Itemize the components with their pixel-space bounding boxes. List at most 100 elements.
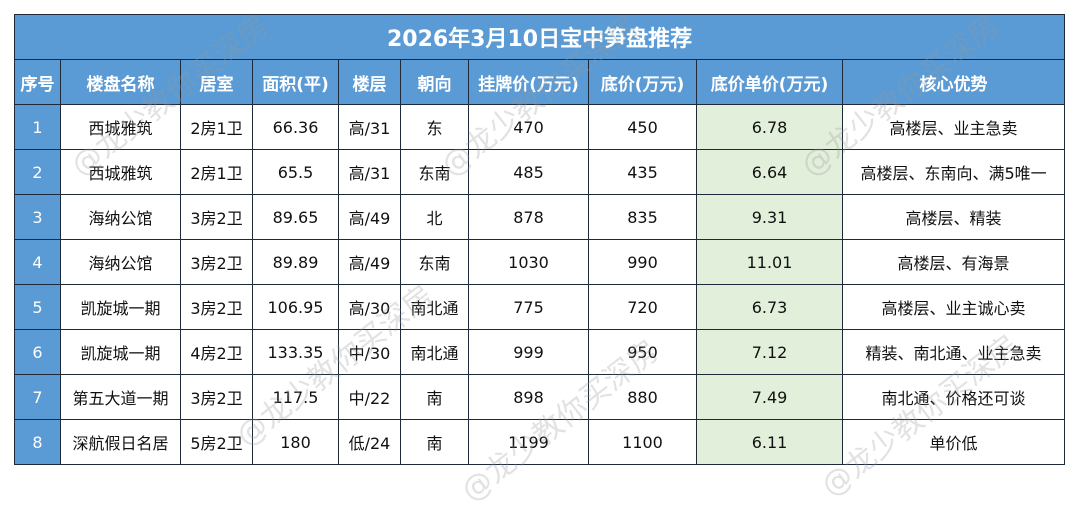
cell-unit-price: 7.49 [696, 374, 843, 420]
cell-no: 3 [14, 194, 61, 240]
cell-floor: 低/24 [338, 419, 401, 465]
cell-unit-price: 6.78 [696, 104, 843, 150]
cell-floor-price: 950 [588, 329, 697, 375]
cell-floor-price: 990 [588, 239, 697, 285]
cell-facing: 南 [400, 374, 469, 420]
table-title: 2026年3月10日宝中笋盘推荐 [13, 14, 1066, 60]
cell-list-price: 470 [468, 104, 589, 150]
cell-unit-price: 9.31 [696, 194, 843, 240]
table-row: 5 凯旋城一期 3房2卫 106.95 高/30 南北通 775 720 6.7… [14, 284, 1066, 330]
col-header-facing: 朝向 [400, 59, 469, 105]
cell-facing: 南北通 [400, 284, 469, 330]
cell-list-price: 1030 [468, 239, 589, 285]
cell-area: 117.5 [252, 374, 339, 420]
cell-advantage: 高楼层、业主诚心卖 [841, 284, 1066, 330]
cell-name: 第五大道一期 [60, 374, 181, 420]
header-row: 序号 楼盘名称 居室 面积(平) 楼层 朝向 挂牌价(万元) 底价(万元) 底价… [14, 59, 1066, 105]
table-row: 4 海纳公馆 3房2卫 89.89 高/49 东南 1030 990 11.01… [14, 239, 1066, 285]
cell-floor-price: 880 [588, 374, 697, 420]
cell-list-price: 1199 [468, 419, 589, 465]
cell-name: 海纳公馆 [60, 194, 181, 240]
cell-no: 2 [14, 149, 61, 195]
cell-rooms: 2房1卫 [180, 149, 253, 195]
cell-list-price: 999 [468, 329, 589, 375]
cell-floor-price: 435 [588, 149, 697, 195]
cell-advantage: 南北通、价格还可谈 [841, 374, 1066, 420]
table-row: 7 第五大道一期 3房2卫 117.5 中/22 南 898 880 7.49 … [14, 374, 1066, 420]
col-header-list-price: 挂牌价(万元) [468, 59, 589, 105]
col-header-advantage: 核心优势 [841, 59, 1066, 105]
cell-unit-price: 6.73 [696, 284, 843, 330]
cell-area: 65.5 [252, 149, 339, 195]
cell-advantage: 精装、南北通、业主急卖 [841, 329, 1066, 375]
cell-no: 6 [14, 329, 61, 375]
cell-list-price: 485 [468, 149, 589, 195]
cell-no: 7 [14, 374, 61, 420]
cell-facing: 北 [400, 194, 469, 240]
cell-name: 西城雅筑 [60, 149, 181, 195]
table-row: 3 海纳公馆 3房2卫 89.65 高/49 北 878 835 9.31 高楼… [14, 194, 1066, 240]
cell-name: 深航假日名居 [60, 419, 181, 465]
cell-floor: 高/49 [338, 194, 401, 240]
cell-floor: 中/30 [338, 329, 401, 375]
cell-floor: 高/30 [338, 284, 401, 330]
table-row: 8 深航假日名居 5房2卫 180 低/24 南 1199 1100 6.11 … [14, 419, 1066, 465]
cell-list-price: 775 [468, 284, 589, 330]
cell-unit-price: 11.01 [696, 239, 843, 285]
cell-rooms: 3房2卫 [180, 239, 253, 285]
cell-rooms: 3房2卫 [180, 194, 253, 240]
cell-floor-price: 1100 [588, 419, 697, 465]
cell-facing: 东南 [400, 239, 469, 285]
cell-floor: 中/22 [338, 374, 401, 420]
title-row: 2026年3月10日宝中笋盘推荐 [13, 14, 1066, 60]
cell-rooms: 4房2卫 [180, 329, 253, 375]
col-header-floor: 楼层 [338, 59, 401, 105]
listing-table: 2026年3月10日宝中笋盘推荐 序号 楼盘名称 居室 面积(平) 楼层 朝向 … [13, 14, 1066, 465]
cell-floor-price: 835 [588, 194, 697, 240]
cell-area: 106.95 [252, 284, 339, 330]
cell-unit-price: 6.64 [696, 149, 843, 195]
cell-rooms: 5房2卫 [180, 419, 253, 465]
cell-unit-price: 7.12 [696, 329, 843, 375]
listing-sheet: 2026年3月10日宝中笋盘推荐 序号 楼盘名称 居室 面积(平) 楼层 朝向 … [13, 14, 1066, 465]
cell-facing: 东 [400, 104, 469, 150]
col-header-floor-price: 底价(万元) [588, 59, 697, 105]
col-header-rooms: 居室 [180, 59, 253, 105]
cell-floor: 高/31 [338, 149, 401, 195]
cell-rooms: 3房2卫 [180, 284, 253, 330]
table-row: 6 凯旋城一期 4房2卫 133.35 中/30 南北通 999 950 7.1… [14, 329, 1066, 375]
cell-facing: 南 [400, 419, 469, 465]
cell-advantage: 高楼层、精装 [841, 194, 1066, 240]
cell-rooms: 2房1卫 [180, 104, 253, 150]
cell-floor-price: 720 [588, 284, 697, 330]
col-header-area: 面积(平) [252, 59, 339, 105]
cell-name: 凯旋城一期 [60, 329, 181, 375]
cell-no: 4 [14, 239, 61, 285]
cell-no: 1 [14, 104, 61, 150]
cell-area: 89.89 [252, 239, 339, 285]
cell-facing: 东南 [400, 149, 469, 195]
cell-list-price: 898 [468, 374, 589, 420]
cell-facing: 南北通 [400, 329, 469, 375]
col-header-no: 序号 [14, 59, 61, 105]
col-header-unit-price: 底价单价(万元) [696, 59, 843, 105]
cell-list-price: 878 [468, 194, 589, 240]
cell-name: 凯旋城一期 [60, 284, 181, 330]
cell-area: 89.65 [252, 194, 339, 240]
cell-area: 180 [252, 419, 339, 465]
cell-advantage: 高楼层、东南向、满5唯一 [841, 149, 1066, 195]
cell-rooms: 3房2卫 [180, 374, 253, 420]
cell-floor: 高/31 [338, 104, 401, 150]
cell-advantage: 单价低 [841, 419, 1066, 465]
cell-no: 5 [14, 284, 61, 330]
cell-no: 8 [14, 419, 61, 465]
cell-name: 西城雅筑 [60, 104, 181, 150]
cell-floor: 高/49 [338, 239, 401, 285]
table-row: 1 西城雅筑 2房1卫 66.36 高/31 东 470 450 6.78 高楼… [14, 104, 1066, 150]
cell-floor-price: 450 [588, 104, 697, 150]
cell-advantage: 高楼层、业主急卖 [841, 104, 1066, 150]
cell-area: 66.36 [252, 104, 339, 150]
cell-area: 133.35 [252, 329, 339, 375]
col-header-name: 楼盘名称 [60, 59, 181, 105]
cell-advantage: 高楼层、有海景 [841, 239, 1066, 285]
